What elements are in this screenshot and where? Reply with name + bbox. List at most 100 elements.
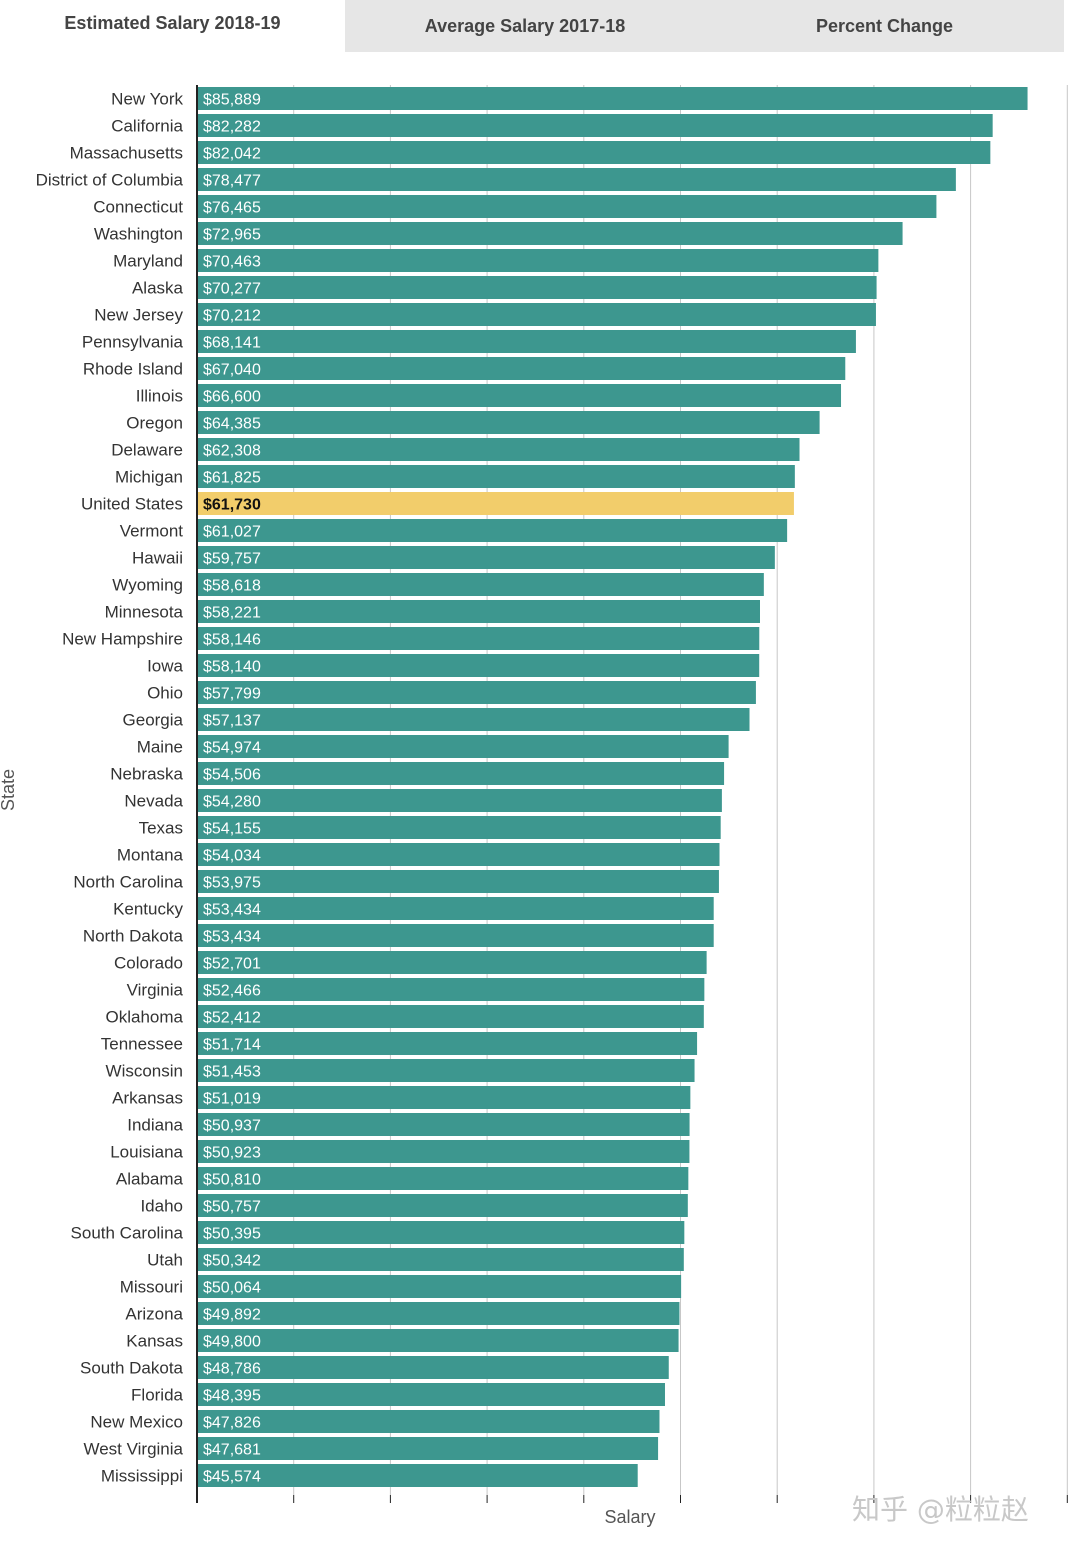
bar <box>197 1275 682 1298</box>
category-label: Virginia <box>127 981 184 1000</box>
bar <box>197 897 714 920</box>
data-label: $57,799 <box>203 686 261 703</box>
bar <box>197 951 707 974</box>
data-label: $50,810 <box>203 1172 261 1189</box>
bar <box>197 1194 688 1217</box>
category-label: Indiana <box>127 1116 183 1135</box>
data-label: $47,826 <box>203 1415 261 1432</box>
category-label: Ohio <box>147 684 183 703</box>
bar <box>197 762 725 785</box>
category-label: District of Columbia <box>36 171 184 190</box>
category-label: North Dakota <box>83 927 184 946</box>
bar <box>197 1167 689 1190</box>
data-label: $64,385 <box>203 416 261 433</box>
data-label: $53,434 <box>203 902 261 919</box>
data-label: $61,730 <box>203 497 261 514</box>
bar <box>197 330 856 353</box>
data-label: $76,465 <box>203 200 261 217</box>
category-label: Texas <box>139 819 183 838</box>
category-label: United States <box>81 495 183 514</box>
bar <box>197 1464 638 1487</box>
bar <box>197 168 956 191</box>
bar <box>197 1086 691 1109</box>
category-label: South Dakota <box>80 1359 184 1378</box>
data-label: $70,212 <box>203 308 261 325</box>
data-label: $51,714 <box>203 1037 261 1054</box>
bar <box>197 141 991 164</box>
watermark: 知乎 @粒粒赵 <box>852 1493 1029 1526</box>
bar <box>197 573 764 596</box>
data-label: $52,466 <box>203 983 261 1000</box>
tab-average-salary[interactable]: Average Salary 2017-18 <box>345 0 705 52</box>
category-label: Kentucky <box>113 900 183 919</box>
data-label: $49,800 <box>203 1334 261 1351</box>
tab-estimated-salary[interactable]: Estimated Salary 2018-19 <box>0 0 345 52</box>
bar <box>197 924 714 947</box>
category-label: Hawaii <box>132 549 183 568</box>
bar <box>197 1410 660 1433</box>
category-label: Washington <box>94 225 183 244</box>
data-label: $45,574 <box>203 1469 261 1486</box>
category-label: Iowa <box>147 657 183 676</box>
bar <box>197 1356 669 1379</box>
bar <box>197 465 795 488</box>
data-label: $72,965 <box>203 227 261 244</box>
category-label: New York <box>111 90 183 109</box>
bar <box>197 1113 690 1136</box>
data-label: $54,034 <box>203 848 261 865</box>
category-label: New Mexico <box>90 1413 183 1432</box>
category-label: Vermont <box>120 522 184 541</box>
data-label: $54,506 <box>203 767 261 784</box>
data-label: $48,786 <box>203 1361 261 1378</box>
tab-percent-change[interactable]: Percent Change <box>705 0 1064 52</box>
data-label: $50,923 <box>203 1145 261 1162</box>
category-label: New Jersey <box>94 306 183 325</box>
data-label: $66,600 <box>203 389 261 406</box>
category-label: Arkansas <box>112 1089 183 1108</box>
bar <box>197 357 846 380</box>
category-label: Florida <box>131 1386 184 1405</box>
bar <box>197 195 937 218</box>
data-label: $61,027 <box>203 524 261 541</box>
category-label: Delaware <box>111 441 183 460</box>
category-label: West Virginia <box>83 1440 183 1459</box>
category-label: California <box>111 117 183 136</box>
data-label: $82,042 <box>203 146 261 163</box>
bar <box>197 492 794 515</box>
data-label: $52,412 <box>203 1010 261 1027</box>
category-label: Minnesota <box>105 603 184 622</box>
data-label: $50,937 <box>203 1118 261 1135</box>
bar <box>197 411 820 434</box>
category-label: Missouri <box>120 1278 183 1297</box>
data-label: $54,974 <box>203 740 261 757</box>
data-label: $49,892 <box>203 1307 261 1324</box>
category-label: Colorado <box>114 954 183 973</box>
bar <box>197 249 879 272</box>
category-label: Mississippi <box>101 1467 183 1486</box>
bar <box>197 816 721 839</box>
category-label: Nevada <box>124 792 183 811</box>
category-label: Alabama <box>116 1170 184 1189</box>
category-label: North Carolina <box>73 873 183 892</box>
data-label: $50,395 <box>203 1226 261 1243</box>
data-label: $50,064 <box>203 1280 261 1297</box>
category-label: Pennsylvania <box>82 333 184 352</box>
data-label: $67,040 <box>203 362 261 379</box>
bar <box>197 1221 685 1244</box>
data-label: $51,453 <box>203 1064 261 1081</box>
data-label: $82,282 <box>203 119 261 136</box>
bar <box>197 222 903 245</box>
data-label: $68,141 <box>203 335 261 352</box>
category-label: Wyoming <box>112 576 183 595</box>
bar <box>197 438 800 461</box>
category-label: Michigan <box>115 468 183 487</box>
bar <box>197 870 719 893</box>
bar <box>197 1059 695 1082</box>
bar <box>197 789 722 812</box>
data-label: $78,477 <box>203 173 261 190</box>
data-label: $53,434 <box>203 929 261 946</box>
category-label: Oklahoma <box>106 1008 184 1027</box>
x-axis-title: Salary <box>604 1507 655 1527</box>
bar <box>197 681 756 704</box>
data-label: $50,342 <box>203 1253 261 1270</box>
